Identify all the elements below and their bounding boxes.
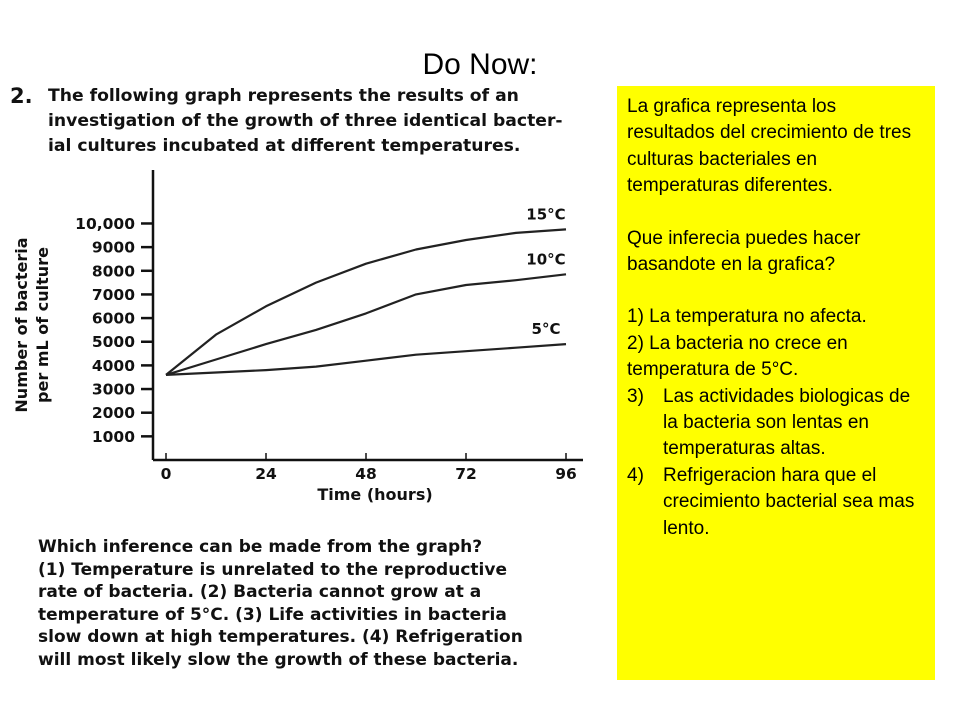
translation-option: 2) La bacteria no crece en temperatura d… (627, 332, 848, 381)
worksheet-scan: 2. The following graph represents the re… (8, 80, 613, 680)
y-tick-label: 9000 (92, 239, 135, 257)
y-tick-label: 6000 (92, 310, 135, 328)
series-label: 15°C (526, 205, 565, 223)
translation-option: 4) Refrigeracion hara que el crecimiento… (627, 463, 925, 542)
inference-line: Which inference can be made from the gra… (38, 537, 483, 557)
y-axis-label: per mL of culture (33, 247, 52, 403)
question-text: The following graph represents the resul… (48, 84, 608, 159)
translation-option: 3) Las actividades biologicas de la bact… (627, 384, 925, 463)
growth-chart: 1000 2000 3000 4000 5000 6000 7000 8000 9000 10,0… (12, 170, 583, 504)
question-line: ial cultures incubated at different temp… (48, 136, 521, 156)
option-number: 4) (627, 464, 644, 486)
x-axis-label: Time (hours) (317, 485, 432, 504)
y-axis-label: Number of bacteria (12, 237, 31, 412)
inference-question: Which inference can be made from the gra… (38, 536, 613, 671)
y-tick-label: 10,000 (75, 215, 135, 233)
x-tick-label: 24 (255, 465, 277, 483)
inference-line: rate of bacteria. (2) Bacteria cannot gr… (38, 582, 482, 602)
series-line (165, 273, 567, 376)
slide-title: Do Now: (422, 48, 538, 81)
translation-option: 1) La temperatura no afecta. (627, 306, 867, 328)
y-tick-label: 7000 (92, 286, 135, 304)
series-label: 5°C (532, 320, 561, 338)
question-line: investigation of the growth of three ide… (48, 111, 563, 131)
y-tick-label: 1000 (92, 428, 135, 446)
series-label: 10°C (526, 250, 565, 268)
option-number: 3) (627, 385, 644, 407)
series-line (165, 343, 567, 376)
translation-intro: La grafica representa los resultados del… (627, 96, 912, 197)
x-tick-label: 0 (161, 465, 172, 483)
spanish-translation-box: La grafica representa los resultados del… (617, 86, 935, 680)
x-tick-label: 96 (555, 465, 577, 483)
series-line (165, 228, 567, 376)
y-tick-label: 5000 (92, 333, 135, 351)
translation-question: Que inferecia puedes hacer basandote en … (627, 227, 861, 276)
x-tick-label: 48 (355, 465, 377, 483)
y-tick-label: 8000 (92, 262, 135, 280)
inference-line: temperature of 5°C. (3) Life activities … (38, 604, 507, 625)
translation-numbered-options: 3) Las actividades biologicas de la bact… (627, 384, 925, 542)
inference-line: (1) Temperature is unrelated to the repr… (38, 559, 507, 580)
question-line: The following graph represents the resul… (48, 86, 519, 106)
y-tick-label: 4000 (92, 357, 135, 375)
y-tick-label: 2000 (92, 404, 135, 422)
x-tick-label: 72 (455, 465, 477, 483)
inference-line: will most likely slow the growth of thes… (38, 649, 519, 670)
question-number: 2. (10, 84, 33, 108)
option-text: Las actividades biologicas de la bacteri… (663, 385, 911, 460)
y-tick-label: 3000 (92, 381, 135, 399)
option-text: Refrigeracion hara que el crecimiento ba… (663, 464, 915, 539)
inference-line: slow down at high temperatures. (4) Refr… (38, 627, 523, 647)
